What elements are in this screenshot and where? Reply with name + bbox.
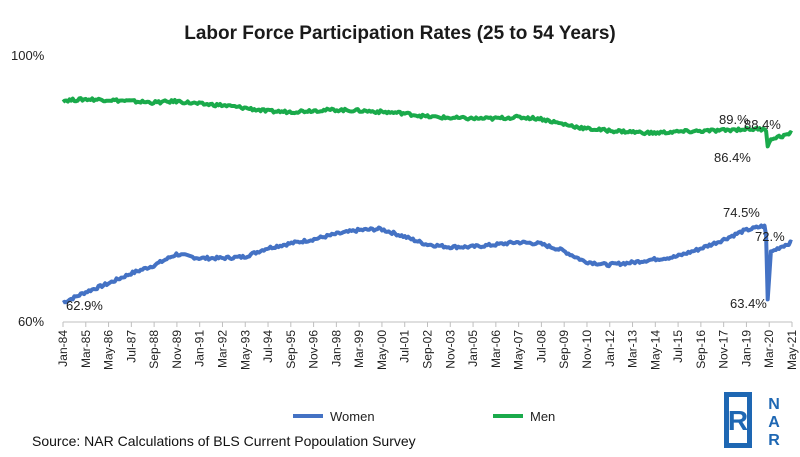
logo-letter-n: N: [768, 396, 780, 413]
legend-label-women: Women: [330, 409, 375, 424]
annotation-women-start: 62.9%: [66, 298, 103, 313]
x-tick-label: Jan-12: [603, 330, 617, 367]
nar-logo: R N A R: [724, 392, 780, 449]
x-tick-label: May-14: [648, 330, 662, 370]
chart-title: Labor Force Participation Rates (25 to 5…: [184, 23, 616, 44]
annotation-men-peak: 89.%: [719, 112, 749, 127]
legend-label-men: Men: [530, 409, 555, 424]
x-tick-label: Jan-91: [193, 330, 207, 367]
series-line-women: [62, 223, 793, 305]
x-tick-label: Mar-06: [489, 330, 503, 368]
x-tick-label: Nov-03: [443, 330, 457, 369]
x-tick-label: Nov-17: [717, 330, 731, 369]
x-tick-label: Sep-95: [284, 330, 298, 369]
logo-letter-a: A: [768, 414, 780, 431]
x-tick-label: Jul-08: [534, 330, 548, 363]
logo-inner: [729, 397, 747, 443]
x-tick-label: Jan-84: [56, 330, 70, 367]
x-tick-marks: [62, 322, 793, 327]
x-tick-label: Mar-13: [626, 330, 640, 368]
x-tick-label: Jul-01: [398, 330, 412, 363]
annotation-women-peak: 74.5%: [723, 205, 760, 220]
y-tick-label-bottom: 60%: [18, 314, 44, 329]
annotation-women-latest: 72.%: [755, 229, 785, 244]
annotation-men-low: 86.4%: [714, 150, 751, 165]
x-tick-label: Sep-16: [694, 330, 708, 369]
x-tick-label: Nov-89: [170, 330, 184, 369]
x-tick-label: May-07: [512, 330, 526, 370]
legend: Women Men: [293, 409, 555, 424]
x-tick-label: Jul-15: [671, 330, 685, 363]
series-lines: [61, 96, 793, 305]
x-tick-label: May-93: [238, 330, 252, 370]
source-note: Source: NAR Calculations of BLS Current …: [32, 433, 416, 449]
series-line-men: [61, 96, 793, 149]
x-tick-label: Jan-05: [466, 330, 480, 367]
x-tick-label: Mar-99: [352, 330, 366, 368]
logo-glyph: R: [728, 405, 748, 436]
x-tick-label: Jul-87: [124, 330, 138, 363]
annotation-women-low: 63.4%: [730, 296, 767, 311]
y-tick-label-top: 100%: [11, 48, 45, 63]
x-tick-label: Sep-09: [557, 330, 571, 369]
x-tick-label: Mar-20: [762, 330, 776, 368]
x-tick-label: May-86: [102, 330, 116, 370]
x-tick-label: Jan-98: [329, 330, 343, 367]
x-tick-label: Sep-02: [421, 330, 435, 369]
x-tick-label: Nov-10: [580, 330, 594, 369]
x-tick-label: Sep-88: [147, 330, 161, 369]
annotation-men-latest: 88.4%: [744, 117, 781, 132]
x-tick-label: Mar-85: [79, 330, 93, 368]
x-tick-label: Nov-96: [307, 330, 321, 369]
x-tick-label: Mar-92: [215, 330, 229, 368]
x-tick-label: Jan-19: [739, 330, 753, 367]
x-tick-label: May-00: [375, 330, 389, 370]
x-tick-label: May-21: [785, 330, 799, 370]
x-tick-label: Jul-94: [261, 330, 275, 363]
logo-letter-r: R: [768, 432, 780, 449]
x-tick-labels: Jan-84 Mar-85 May-86 Jul-87 Sep-88 Nov-89 Jan-…: [56, 330, 799, 370]
